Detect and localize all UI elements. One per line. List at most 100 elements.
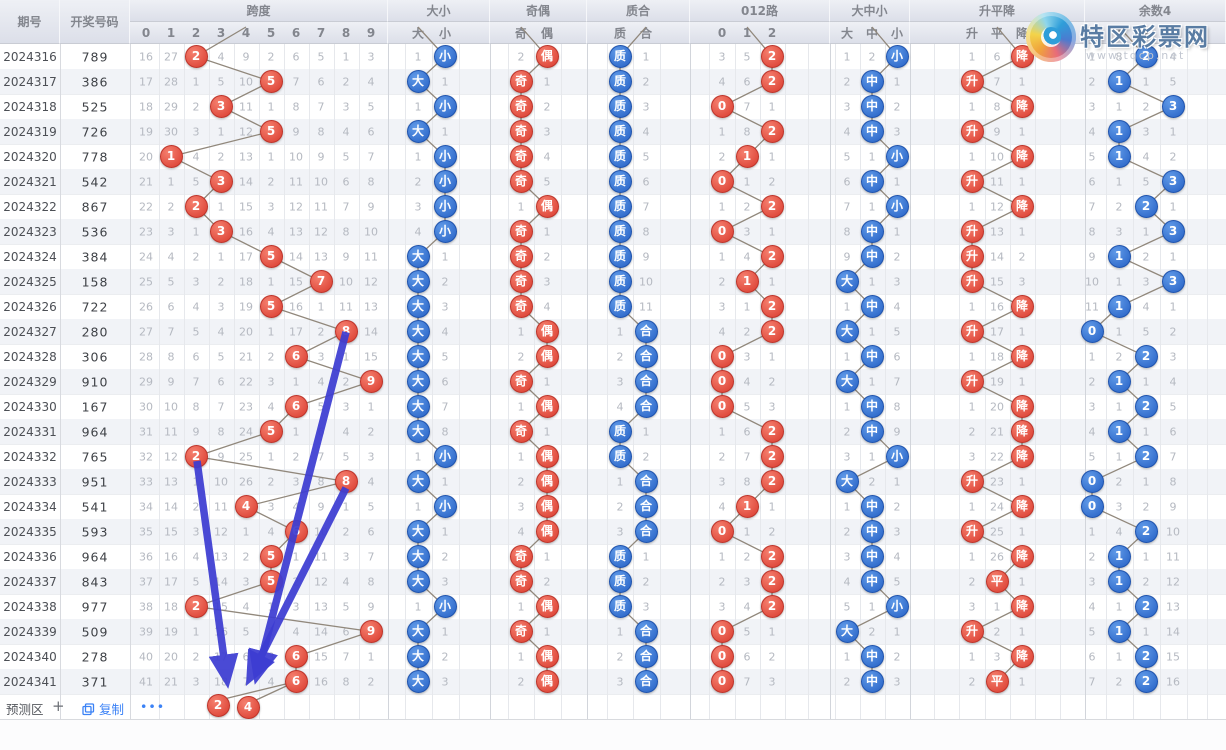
miss-cell: 7 [1088,200,1096,213]
miss-cell: 19 [164,625,178,638]
hit-circle: 大 [406,520,430,543]
miss-cell: 9 [242,50,250,63]
issue-cell: 2024320 [3,149,57,164]
row-divider [0,444,1226,445]
hit-circle: 奇 [509,220,533,243]
issue-cell: 2024340 [3,649,57,664]
miss-cell: 4 [718,500,726,513]
hit-circle: 大 [835,320,859,343]
hit-circle: 大 [835,270,859,293]
sub-col-label: 3 [216,26,226,40]
hit-circle: 合 [634,370,658,393]
miss-cell: 9 [1088,250,1096,263]
miss-cell: 7 [441,400,449,413]
miss-cell: 6 [743,425,751,438]
issue-cell: 2024322 [3,199,57,214]
miss-cell: 2 [517,50,525,63]
miss-cell: 1 [441,625,449,638]
hit-circle: 合 [634,645,658,668]
miss-cell: 4 [517,525,525,538]
hit-circle: 大 [406,245,430,268]
miss-cell: 2 [893,650,901,663]
miss-cell: 16 [239,225,253,238]
hit-circle: 1 [1107,145,1131,168]
hit-circle: 中 [860,520,884,543]
hit-circle: 质 [608,595,632,618]
miss-cell: 2 [267,475,275,488]
row-divider [0,394,1226,395]
grid-line [458,44,460,719]
miss-cell: 4 [367,75,375,88]
more-options-button[interactable]: ••• [140,699,166,714]
miss-cell: 2 [217,150,225,163]
header-issue: 期号 [0,0,60,44]
row-divider [0,94,1226,95]
miss-cell: 1 [968,650,976,663]
miss-cell: 16 [164,550,178,563]
hit-circle: 6 [284,345,308,368]
miss-cell: 1 [192,75,200,88]
miss-cell: 2 [642,450,650,463]
hit-circle: 升 [960,270,984,293]
miss-cell: 1 [517,600,525,613]
miss-cell: 1 [1018,675,1026,688]
hit-circle: 0 [1080,470,1104,493]
hit-circle: 中 [860,170,884,193]
section-divider [130,0,131,719]
hit-circle: 偶 [535,395,559,418]
miss-cell: 1 [414,450,422,463]
miss-cell: 6 [743,75,751,88]
miss-cell: 1 [843,500,851,513]
miss-cell: 3 [192,125,200,138]
miss-cell: 1 [968,400,976,413]
draw-number-cell: 722 [81,299,109,314]
miss-cell: 1 [743,525,751,538]
miss-cell: 1 [1169,250,1177,263]
issue-cell: 2024318 [3,99,57,114]
prediction-circle[interactable]: 4 [236,695,260,719]
miss-cell: 4 [1169,375,1177,388]
hit-circle: 9 [359,370,383,393]
add-prediction-button[interactable]: + [52,697,65,715]
miss-cell: 4 [267,525,275,538]
miss-cell: 7 [167,325,175,338]
miss-cell: 1 [968,100,976,113]
miss-cell: 3 [217,300,225,313]
hit-circle: 0 [710,395,734,418]
miss-cell: 1 [1115,400,1123,413]
miss-cell: 14 [990,250,1004,263]
miss-cell: 8 [342,225,350,238]
miss-cell: 20 [239,325,253,338]
issue-cell: 2024325 [3,274,57,289]
miss-cell: 8 [1088,225,1096,238]
hit-circle: 小 [885,45,909,68]
prediction-circle[interactable]: 2 [206,693,230,717]
grid-line [1009,44,1011,719]
miss-cell: 3 [167,225,175,238]
grid-line [659,44,661,719]
hit-circle: 5 [259,70,283,93]
hit-circle: 大 [406,470,430,493]
miss-cell: 14 [314,625,328,638]
issue-cell: 2024336 [3,549,57,564]
copy-icon [82,703,95,716]
miss-cell: 2 [292,450,300,463]
issue-cell: 2024327 [3,324,57,339]
miss-cell: 9 [167,375,175,388]
miss-cell: 12 [239,125,253,138]
miss-cell: 16 [990,300,1004,313]
miss-cell: 41 [139,675,153,688]
hit-circle: 小 [433,495,457,518]
hit-circle: 偶 [535,195,559,218]
miss-cell: 1 [843,350,851,363]
miss-cell: 18 [164,600,178,613]
miss-cell: 2 [192,650,200,663]
miss-cell: 2 [267,350,275,363]
miss-cell: 17 [139,75,153,88]
miss-cell: 4 [743,375,751,388]
miss-cell: 1 [893,475,901,488]
hit-circle: 1 [159,145,183,168]
sub-col-label: 升 [965,26,979,41]
copy-button[interactable]: 复制 [82,699,124,718]
miss-cell: 3 [893,525,901,538]
